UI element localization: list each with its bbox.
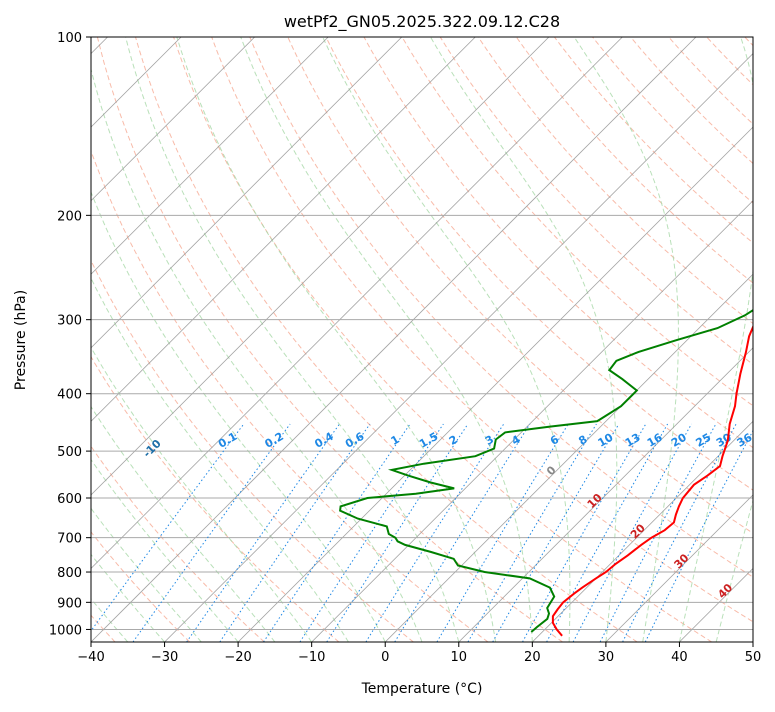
moist-adiabat-line [716,37,775,642]
x-tick-label: 40 [671,650,688,665]
mixing-ratio-label: 8 [576,433,589,448]
mixing-ratio-line [468,424,597,642]
y-tick-label: 700 [57,532,82,547]
dry-adiabat-line [516,37,775,642]
mixing-ratio-label: 0.4 [312,430,336,451]
mixing-ratio-label: 13 [623,431,643,450]
mixing-ratio-line [187,424,340,642]
mixing-ratio-label: 30 [714,431,734,450]
mixing-ratio-line [133,424,290,642]
moist-adiabat-line [177,37,496,642]
plot-area: 0.10.20.40.611.52346810131620253036-100-… [0,37,775,642]
moist-adiabat-line [126,37,459,642]
mixing-ratio-label: 16 [645,431,665,450]
moist-adiabat-label: 10 [585,491,605,511]
moist-adiabat-line [0,37,275,642]
mixing-ratio-line [493,424,619,642]
mixing-ratio-label: 2 [447,433,460,448]
mixing-ratio-label: 6 [548,433,561,448]
x-tick-label: 0 [381,650,389,665]
mixing-ratio-label: 0.1 [216,430,239,451]
dry-adiabat-line [59,37,488,642]
dry-adiabat-line [669,37,775,642]
isotherm-line [459,37,775,642]
moist-adiabat-line [0,37,312,642]
y-tick-label: 400 [57,388,82,403]
x-tick-label: 20 [524,650,541,665]
moist-adiabat-label: 20 [628,521,648,541]
dry-adiabat-label: -30 [0,366,3,389]
isotherm-line [753,37,775,642]
moist-adiabat-line [323,37,570,642]
mixing-ratio-line [366,424,504,642]
dry-adiabat-line [707,37,775,642]
moist-adiabat-line [0,37,238,642]
isotherm-line [238,37,775,642]
moist-adiabat-label: 40 [715,581,735,601]
isotherm-line [679,37,775,642]
moist-adiabat-line [18,37,349,642]
x-tick-label: −40 [77,650,104,665]
y-tick-label: 800 [57,566,82,581]
x-tick-label: −10 [298,650,325,665]
temperature-line [553,37,775,636]
mixing-ratio-line [395,424,530,642]
isotherm-line [385,37,775,642]
x-tick-label: 10 [451,650,468,665]
x-axis-label: Temperature (°C) [361,681,483,697]
y-tick-label: 1000 [49,623,82,638]
mixing-ratio-label: 0.2 [263,430,286,451]
isotherm-line [91,37,696,642]
dry-adiabat-line [554,37,775,642]
mixing-ratio-label: 0.6 [343,430,367,451]
y-tick-label: 600 [57,492,82,507]
x-tick-label: −20 [224,650,251,665]
isotherm-line [0,37,402,642]
x-tick-label: 30 [598,650,615,665]
dry-adiabat-line [21,37,413,642]
dry-adiabat-label: -10 [141,437,164,460]
plot-frame [91,37,753,642]
x-tick-label: −30 [151,650,178,665]
dry-adiabat-line [0,37,264,642]
moist-adiabat-line [84,37,422,642]
y-tick-label: 500 [57,445,82,460]
chart-title: wetPf2_GN05.2025.322.09.12.C28 [284,12,560,32]
isotherm-line [17,37,622,642]
mixing-ratio-line [327,424,468,642]
moist-adiabat-label: 30 [672,551,692,571]
isotherm-line [0,37,255,642]
y-axis-label: Pressure (hPa) [13,290,29,390]
y-tick-label: 900 [57,596,82,611]
y-tick-label: 300 [57,314,82,329]
dry-adiabat-label: -20 [59,405,82,428]
x-tick-label: 50 [745,650,762,665]
mixing-ratio-label: 4 [509,433,522,448]
mixing-ratio-label: 25 [694,431,714,450]
dry-adiabat-line [0,37,339,642]
moist-adiabat-line [574,37,678,642]
dry-adiabat-line [478,37,775,642]
y-tick-label: 100 [57,31,82,46]
y-tick-label: 200 [57,209,82,224]
isotherm-line [312,37,775,642]
moist-adiabat-line [0,37,201,642]
